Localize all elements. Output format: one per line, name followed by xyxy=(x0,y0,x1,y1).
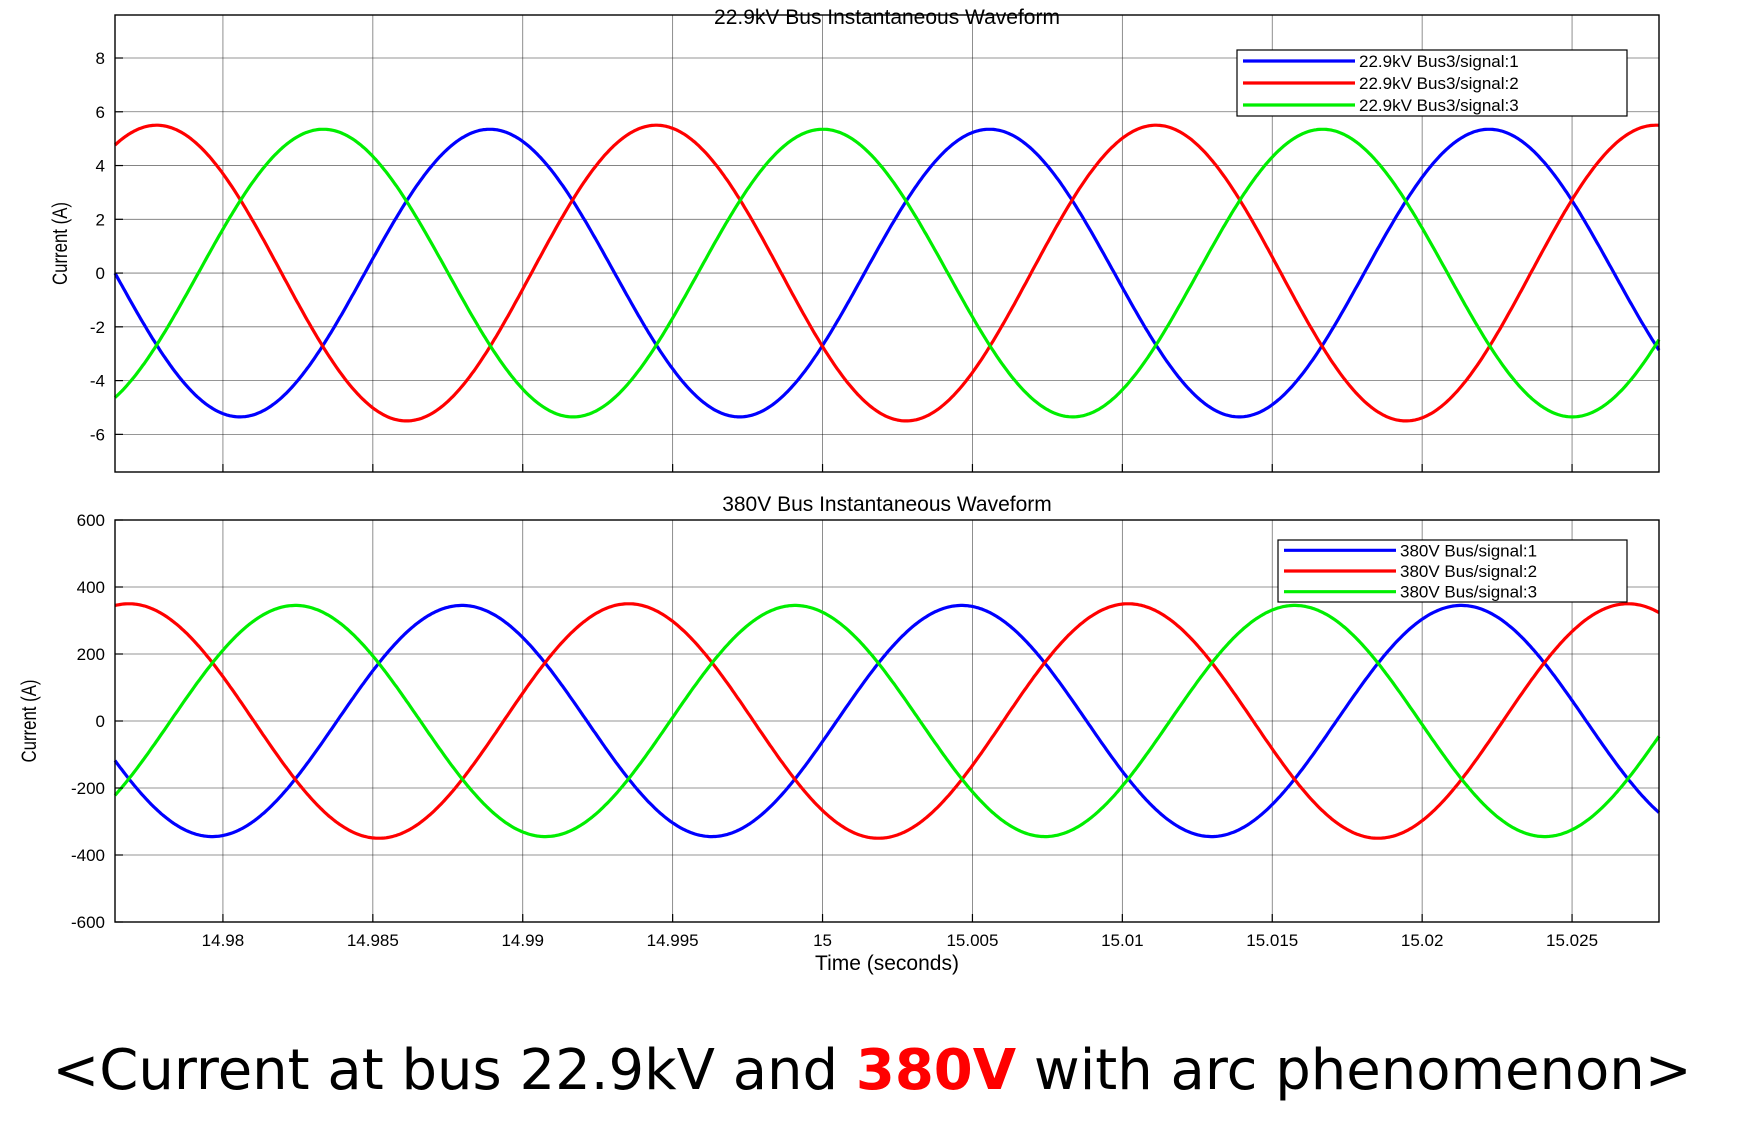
chart-1: 8 6 4 2 0 -2 -4 -6 22.9kV Bus Instantaneous Wave… xyxy=(49,6,1661,473)
x-tick-label: 14.985 xyxy=(347,931,399,950)
x-tick-label: 15.02 xyxy=(1401,931,1444,950)
x-tick-label: 15.005 xyxy=(946,931,998,950)
x-tick-label: 15.015 xyxy=(1246,931,1298,950)
x-tick-label: 15.025 xyxy=(1546,931,1598,950)
chart-title: 22.9kV Bus Instantaneous Waveform xyxy=(714,6,1060,29)
chart-title: 380V Bus Instantaneous Waveform xyxy=(722,493,1052,516)
y-tick-label: -4 xyxy=(90,372,105,391)
y-tick-label: 8 xyxy=(96,49,105,68)
legend: 22.9kV Bus3/signal:1 22.9kV Bus3/signal:2… xyxy=(1236,49,1628,117)
legend: 380V Bus/signal:1 380V Bus/signal:2 380V B… xyxy=(1277,539,1628,603)
x-tick-label: 14.99 xyxy=(501,931,544,950)
legend-label-2: 22.9kV Bus3/signal:2 xyxy=(1359,74,1519,93)
y-tick-label: -2 xyxy=(90,318,105,337)
y-axis-label: Current (A) xyxy=(49,202,72,285)
series-line-3 xyxy=(113,127,1661,419)
axes-frame xyxy=(114,14,1660,473)
y-tick-label: 2 xyxy=(96,210,105,229)
y-tick-label: 0 xyxy=(96,264,105,283)
y-tick-label: 4 xyxy=(96,157,105,176)
x-tick-label: 14.98 xyxy=(202,931,245,950)
series-line-1 xyxy=(113,127,1661,419)
legend-label-3: 380V Bus/signal:3 xyxy=(1400,583,1537,602)
series-line-2 xyxy=(114,602,1660,840)
y-tick-label: -6 xyxy=(90,425,105,444)
legend-label-2: 380V Bus/signal:2 xyxy=(1400,562,1537,581)
x-tick-label: 15 xyxy=(813,931,832,950)
series-line-1 xyxy=(113,603,1661,839)
x-tick-label: 15.01 xyxy=(1101,931,1144,950)
x-tick-label: 14.995 xyxy=(647,931,699,950)
y-tick-label: 400 xyxy=(77,578,105,597)
y-tick-label: 0 xyxy=(96,712,105,731)
chart-2: 600 400 200 0 -200 -400 -600 14.98 14.985 14.99 14… xyxy=(18,493,1661,975)
caption-suffix: with arc phenomenon> xyxy=(1016,1038,1692,1103)
x-axis-label: Time (seconds) xyxy=(815,952,959,975)
legend-label-3: 22.9kV Bus3/signal:3 xyxy=(1359,96,1519,115)
caption-highlight: 380V xyxy=(855,1038,1017,1103)
figure-caption: <Current at bus 22.9kV and 380V with arc… xyxy=(0,1038,1744,1103)
y-tick-label: 6 xyxy=(96,103,105,122)
y-tick-label: 600 xyxy=(77,511,105,530)
y-tick-label: -400 xyxy=(71,846,105,865)
series-line-2 xyxy=(113,123,1660,423)
y-tick-label: -600 xyxy=(71,913,105,932)
legend-label-1: 380V Bus/signal:1 xyxy=(1400,541,1537,560)
y-tick-label: 200 xyxy=(77,645,105,664)
legend-label-1: 22.9kV Bus3/signal:1 xyxy=(1359,52,1519,71)
y-tick-label: -200 xyxy=(71,779,105,798)
caption-prefix: <Current at bus 22.9kV and xyxy=(52,1038,856,1103)
y-axis-label: Current (A) xyxy=(18,679,41,762)
series-line-3 xyxy=(113,603,1661,839)
